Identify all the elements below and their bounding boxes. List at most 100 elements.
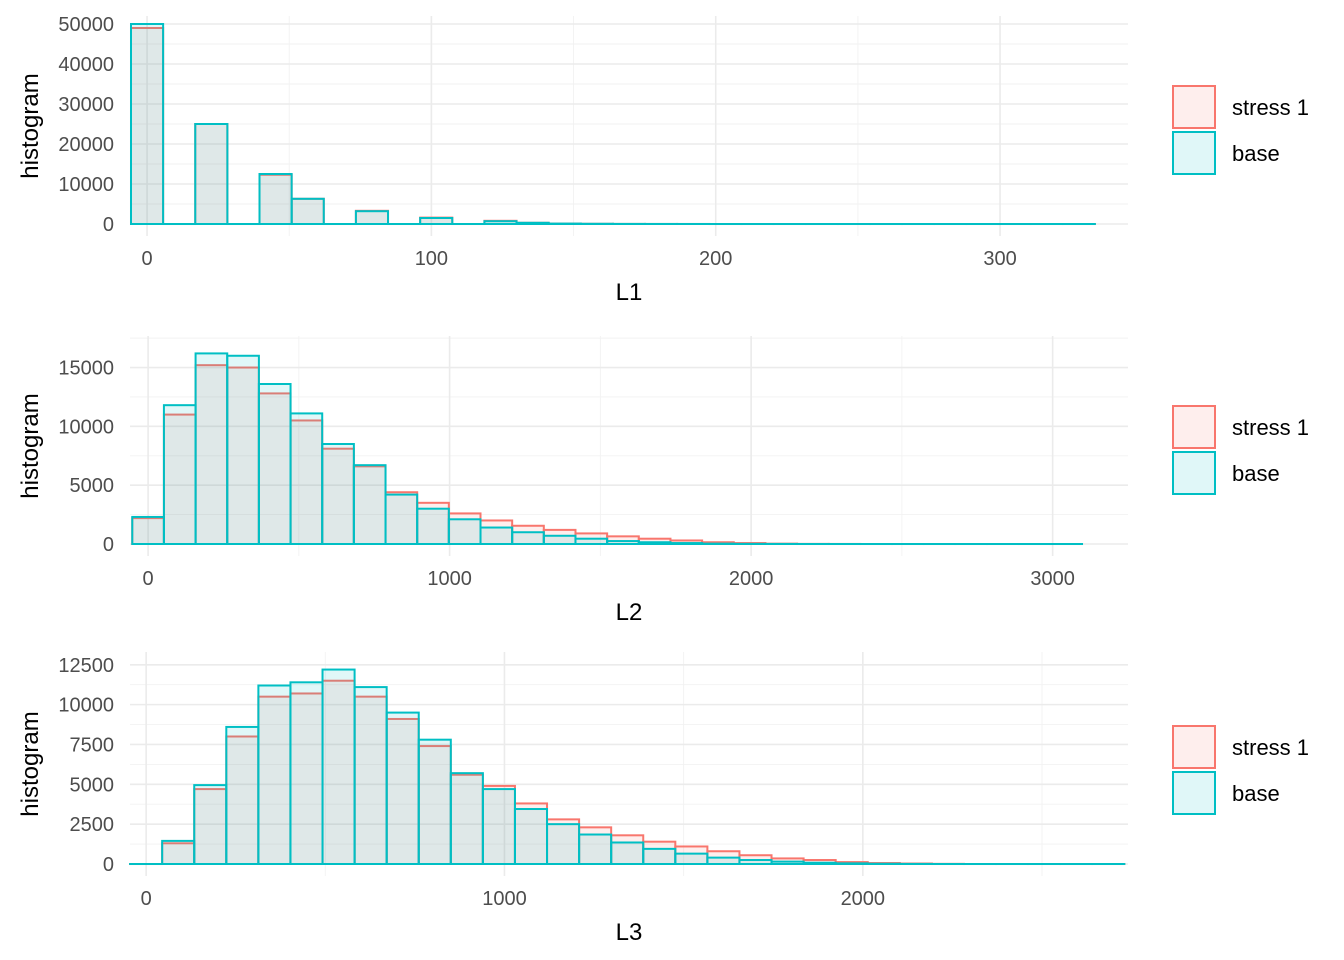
y-tick-label: 2500 — [70, 814, 115, 836]
stress-bar — [289, 692, 324, 865]
panel-l2: 0 1000 2000 3000 0 5000 10000 15000 L2 histogram s… — [17, 336, 1309, 626]
base-bar — [542, 534, 577, 546]
y-tick-label: 10000 — [58, 174, 114, 196]
base-bar — [290, 197, 325, 226]
base-bar — [511, 531, 545, 545]
y-tick-label: 30000 — [58, 94, 114, 116]
x-tick-label: 0 — [143, 568, 154, 590]
base-bar — [515, 221, 550, 226]
base-bar — [129, 23, 165, 225]
base-bar — [637, 541, 672, 545]
y-tick-label: 0 — [103, 534, 114, 556]
y-tick-label: 0 — [103, 214, 114, 236]
legend-label-base: base — [1232, 461, 1280, 486]
legend-label-stress-1: stress 1 — [1232, 415, 1309, 440]
legend-label-base: base — [1232, 141, 1280, 166]
base-bar — [162, 404, 197, 546]
base-bar — [194, 352, 229, 546]
legend-label-stress-1: stress 1 — [1232, 735, 1309, 760]
base-bar — [706, 856, 741, 865]
legend-label-base: base — [1232, 781, 1280, 806]
y-axis-title: histogram — [17, 393, 44, 498]
y-tick-label: 0 — [103, 854, 114, 876]
y-tick-label: 12500 — [58, 655, 114, 677]
base-bar — [449, 772, 484, 865]
stress-bar — [225, 735, 260, 865]
stress-bar — [194, 364, 229, 546]
y-axis-title: histogram — [17, 711, 44, 816]
base-bar — [606, 540, 640, 546]
base-bar — [738, 859, 773, 865]
legend-key-stress-1 — [1172, 725, 1216, 769]
base-bar — [834, 862, 869, 865]
base-bar — [479, 526, 514, 546]
y-tick-label: 5000 — [70, 475, 115, 497]
y-tick-label: 10000 — [58, 695, 114, 717]
base-bar — [384, 493, 419, 545]
base-bar — [225, 725, 260, 865]
x-tick-label: 2000 — [729, 568, 774, 590]
x-tick-label: 200 — [699, 248, 732, 270]
legend-key-stress-1 — [1172, 405, 1216, 449]
y-tick-label: 40000 — [58, 54, 114, 76]
x-tick-label: 3000 — [1030, 568, 1075, 590]
base-bar — [258, 173, 293, 225]
base-bar — [193, 784, 228, 865]
legend: stress 1 base — [1172, 405, 1309, 495]
y-tick-label: 7500 — [70, 734, 115, 756]
base-bar — [574, 537, 609, 545]
y-tick-label: 20000 — [58, 134, 114, 156]
y-tick-label: 10000 — [58, 416, 114, 438]
stress-bar — [449, 773, 484, 865]
base-bar — [289, 681, 324, 865]
legend-key-stress-1 — [1172, 85, 1216, 129]
x-tick-label: 100 — [415, 248, 448, 270]
base-bar — [674, 852, 709, 865]
base-bar — [385, 711, 420, 865]
legend-label-stress-1: stress 1 — [1232, 95, 1309, 120]
stress-bar — [194, 123, 229, 225]
base-bar — [770, 860, 805, 865]
base-bar — [642, 847, 677, 865]
base-bar — [417, 738, 452, 865]
base-bar — [546, 823, 581, 865]
x-tick-label: 1000 — [427, 568, 472, 590]
base-bar — [513, 808, 549, 865]
base-bar — [416, 507, 450, 545]
panel-l1: 0 100 200 300 0 10000 20000 30000 40000 50000 L1 hi… — [17, 14, 1309, 306]
x-axis-title: L3 — [616, 919, 643, 946]
x-axis-title: L1 — [616, 279, 643, 306]
base-bar — [352, 464, 387, 546]
y-axis-title: histogram — [17, 73, 44, 178]
base-bar — [578, 833, 613, 865]
x-tick-label: 300 — [983, 248, 1016, 270]
stress-bar — [417, 745, 452, 865]
base-bar — [483, 220, 518, 225]
legend-key-base — [1172, 451, 1216, 495]
base-bar — [802, 861, 837, 865]
base-bar — [669, 542, 704, 546]
legend: stress 1 base — [1172, 85, 1309, 175]
x-axis-title: L2 — [616, 599, 643, 626]
base-bar — [353, 686, 388, 865]
base-bar — [419, 217, 454, 225]
y-tick-label: 15000 — [58, 358, 114, 380]
y-tick-label: 50000 — [58, 14, 114, 36]
x-tick-label: 1000 — [482, 888, 527, 910]
base-bar — [131, 515, 165, 545]
base-bar — [610, 841, 645, 865]
base-bar — [289, 412, 324, 546]
base-bar — [321, 668, 356, 865]
base-bar — [161, 839, 196, 865]
legend-key-base — [1172, 771, 1216, 815]
base-bar — [321, 443, 355, 545]
legend-key-base — [1172, 131, 1216, 175]
base-bar — [257, 383, 292, 545]
y-tick-label: 5000 — [70, 774, 115, 796]
base-bar — [257, 684, 292, 865]
base-bar — [226, 354, 260, 545]
stress-bar — [321, 447, 355, 545]
base-bar — [447, 518, 482, 546]
legend: stress 1 base — [1172, 725, 1309, 815]
